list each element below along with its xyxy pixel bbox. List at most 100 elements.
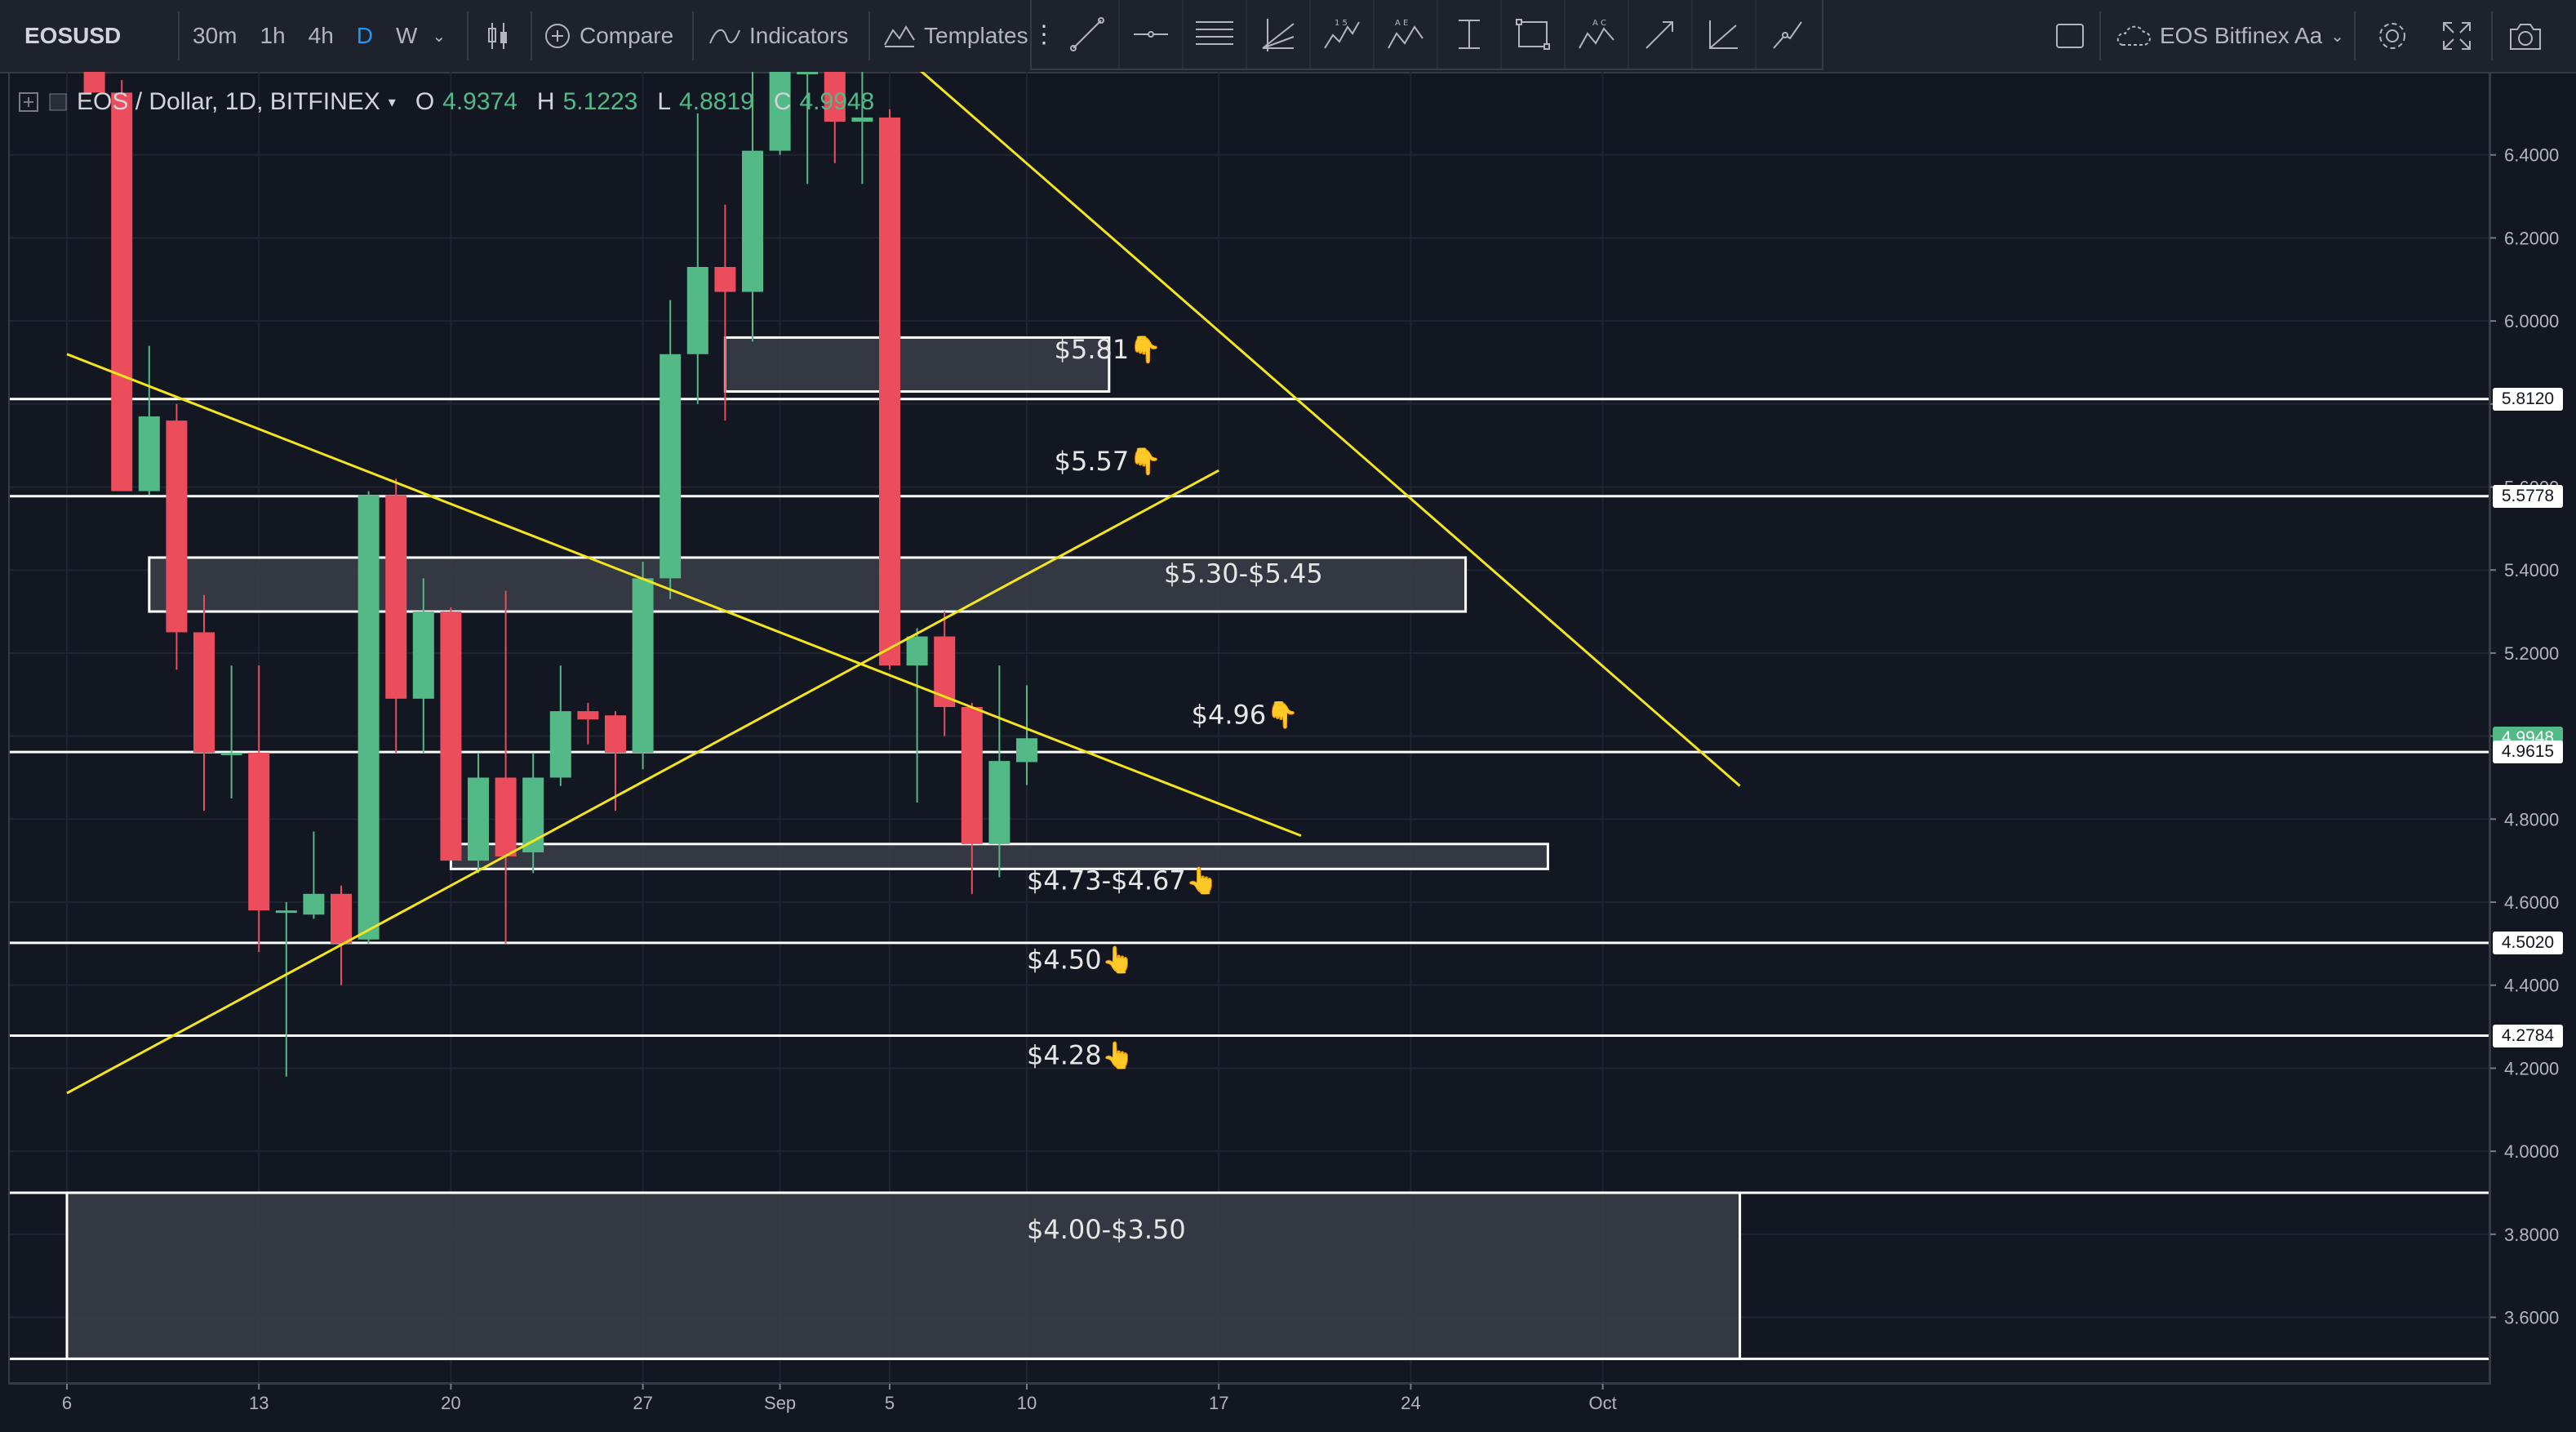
open-value: 4.9374: [442, 88, 517, 115]
chevron-down-icon[interactable]: ▾: [388, 93, 396, 110]
divider: [467, 11, 469, 60]
interval-1h[interactable]: 1h: [260, 23, 286, 48]
candle-down: [248, 665, 270, 953]
candle-body: [495, 777, 517, 857]
divider: [868, 11, 870, 60]
x-tick-label: 10: [1017, 1393, 1037, 1413]
candle-up: [412, 578, 434, 753]
pitchfork-tool[interactable]: [1247, 0, 1311, 69]
trend-line-tool[interactable]: [1056, 0, 1120, 69]
level-price-tag: 4.5020: [2493, 931, 2563, 954]
interval-w[interactable]: W: [396, 23, 418, 48]
support-resistance-zones: [65, 336, 1742, 1360]
y-tick-label: 3.6000: [2504, 1308, 2559, 1328]
close-label: C: [773, 88, 792, 115]
candle-up: [468, 752, 489, 874]
price-range-tool[interactable]: [1438, 0, 1502, 69]
drag-handle-icon[interactable]: ⋮: [1032, 20, 1056, 48]
arrow-icon: [1646, 21, 1673, 49]
low-label: L: [657, 88, 672, 115]
candle-body: [166, 420, 188, 633]
candle-down: [331, 885, 352, 985]
horizontal-ray-tool[interactable]: [1120, 0, 1184, 69]
time-axis[interactable]: 6 13 20 27 Sep 5 10 17 24 Oct: [10, 1382, 2489, 1413]
templates-label: Templates: [924, 23, 1028, 48]
symbol-search[interactable]: EOSUSD: [24, 0, 121, 72]
candle-body: [879, 117, 900, 666]
fullscreen-layout-button[interactable]: [2054, 0, 2086, 72]
candle-body: [632, 578, 654, 753]
y-tick-label: 4.8000: [2504, 809, 2559, 829]
candle-body: [440, 611, 462, 861]
annotations: $5.81👇 $5.57👇 $5.30-$5.45 $4.96👇 $4.73-$4.67…: [1027, 334, 1323, 1245]
path-tool[interactable]: [1757, 0, 1819, 69]
candle-up: [742, 72, 763, 342]
candle-up: [769, 72, 791, 155]
candle-down: [193, 594, 215, 812]
candle-up: [138, 345, 160, 496]
arrow-tool[interactable]: [1629, 0, 1693, 69]
candle-down: [495, 590, 517, 944]
xabcd-pattern-icon: A C: [1579, 19, 1614, 49]
chart-style-button[interactable]: [482, 0, 514, 72]
candle-up: [275, 902, 297, 1077]
high-label: H: [536, 88, 555, 115]
candle-body: [549, 711, 571, 778]
level-annotation: $5.30-$5.45: [1164, 558, 1323, 589]
fib-retracement-tool[interactable]: [1184, 0, 1247, 69]
trend-line: [66, 469, 1219, 1095]
candle-body: [797, 72, 819, 74]
interval-30m[interactable]: 30m: [193, 23, 238, 48]
candle-down: [577, 702, 599, 745]
xabcd-pattern-tool[interactable]: A C: [1566, 0, 1629, 69]
y-tick-label: 4.6000: [2504, 892, 2559, 913]
candle-up: [358, 491, 380, 944]
gann-icon: [1709, 20, 1738, 49]
candle-up: [549, 665, 571, 786]
candle-up: [686, 113, 708, 404]
fullscreen-button[interactable]: [2441, 0, 2473, 72]
candle-up: [988, 665, 1010, 878]
high-value: 5.1223: [562, 88, 638, 115]
candle-down: [879, 109, 900, 670]
gann-tool[interactable]: [1693, 0, 1757, 69]
rectangle-tool[interactable]: [1502, 0, 1566, 69]
zone-box: [65, 1191, 1742, 1360]
level-annotation: $5.81👇: [1055, 334, 1161, 365]
templates-icon: [884, 25, 915, 47]
plus-square-icon[interactable]: [18, 91, 39, 113]
candle-body: [742, 150, 763, 292]
open-label: O: [415, 88, 435, 115]
x-tick-label: 17: [1209, 1393, 1228, 1413]
divider: [531, 11, 532, 60]
candle-body: [468, 777, 489, 861]
level-annotation: $4.73-$4.67👆: [1027, 865, 1219, 896]
cloud-icon: [2116, 25, 2151, 46]
compare-button[interactable]: Compare: [544, 0, 673, 72]
zone-box: [723, 336, 1111, 394]
level-price-tag: 4.9615: [2493, 740, 2563, 764]
templates-button[interactable]: Templates: [883, 0, 1028, 72]
candle-body: [686, 266, 708, 354]
instrument-title[interactable]: EOS / Dollar, 1D, BITFINEX: [77, 88, 380, 115]
snapshot-button[interactable]: [2507, 0, 2543, 72]
layout-selector[interactable]: EOS Bitfinex Aa ⌄: [2114, 0, 2344, 72]
close-value: 4.9948: [799, 88, 875, 115]
svg-text:A C: A C: [1592, 19, 1606, 28]
pitchfork-icon: [1262, 19, 1295, 51]
candle-body: [275, 910, 297, 914]
elliott-wave-tool[interactable]: 1 5: [1311, 0, 1375, 69]
chevron-down-icon[interactable]: ⌄: [432, 27, 446, 46]
y-tick-label: 4.2000: [2504, 1058, 2559, 1078]
interval-d[interactable]: D: [356, 23, 374, 48]
chart-legend: EOS / Dollar, 1D, BITFINEX ▾ O 4.9374 H 5.…: [18, 88, 874, 116]
y-tick-label: 4.4000: [2504, 976, 2559, 996]
candle-up: [797, 72, 819, 185]
abcd-pattern-tool[interactable]: A E: [1375, 0, 1438, 69]
candle-down: [934, 611, 956, 736]
indicators-button[interactable]: Indicators: [708, 0, 848, 72]
settings-button[interactable]: [2375, 0, 2409, 72]
interval-4h[interactable]: 4h: [308, 23, 334, 48]
candle-body: [331, 893, 352, 944]
